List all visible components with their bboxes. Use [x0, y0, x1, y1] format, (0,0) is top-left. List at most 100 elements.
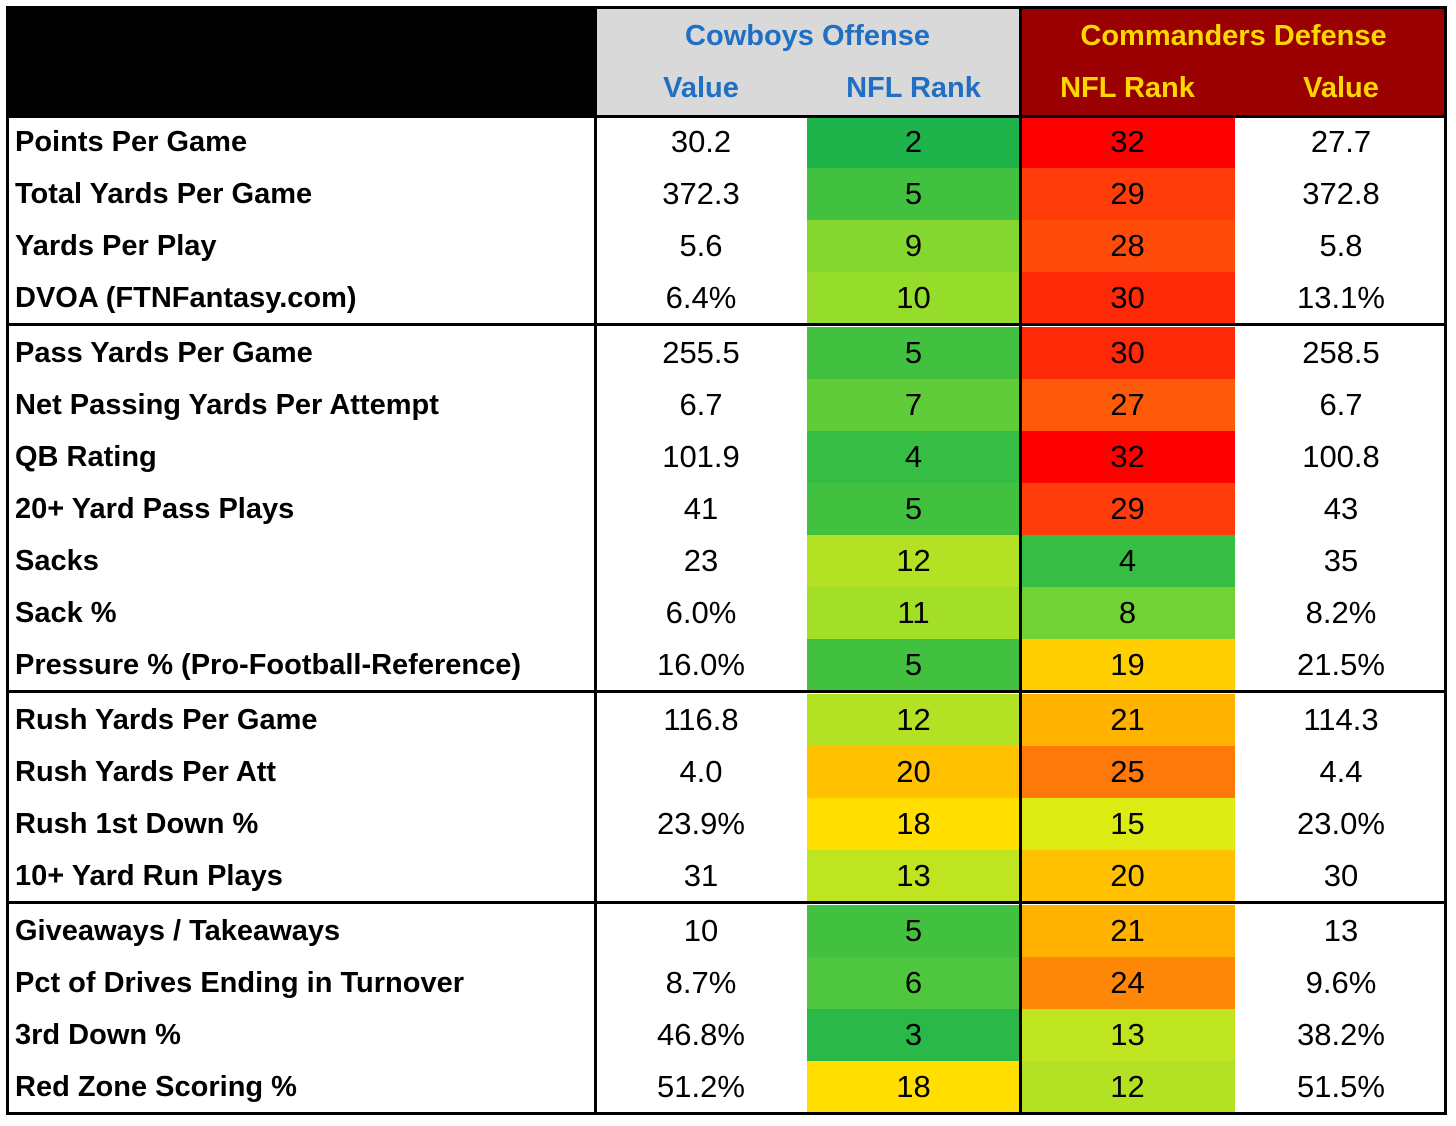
- matchup-stats-table: Cowboys Offense Value NFL Rank Commander…: [6, 6, 1447, 1117]
- commanders-value: 23.0%: [1297, 806, 1385, 841]
- stat-label: Sacks: [15, 544, 99, 577]
- cowboys-value: 255.5: [662, 335, 740, 370]
- cowboys-value: 23.9%: [657, 806, 745, 841]
- cowboys-rank: 5: [807, 905, 1020, 957]
- stat-label: Rush Yards Per Game: [15, 703, 318, 736]
- commanders-value: 21.5%: [1297, 647, 1385, 682]
- header-corner: [6, 6, 595, 116]
- cowboys-value: 41: [683, 491, 719, 526]
- stat-label: 10+ Yard Run Plays: [15, 859, 283, 892]
- commanders-rank: 30: [1020, 272, 1235, 324]
- stat-label: Giveaways / Takeaways: [15, 914, 341, 947]
- cowboys-offense-title: Cowboys Offense: [685, 19, 930, 52]
- cowboys-rank: 5: [807, 327, 1020, 379]
- cowboys-value: 46.8%: [657, 1017, 745, 1052]
- commanders-rank: 29: [1020, 483, 1235, 535]
- group-divider: [6, 1112, 1447, 1115]
- commanders-value-column-header: Value: [1303, 71, 1379, 104]
- cowboys-rank: 10: [807, 272, 1020, 324]
- cowboys-value: 8.7%: [665, 965, 737, 1000]
- commanders-value: 13: [1323, 913, 1359, 948]
- commanders-value: 5.8: [1319, 228, 1363, 263]
- cowboys-offense-header: [595, 6, 1020, 116]
- commanders-value: 372.8: [1302, 176, 1380, 211]
- cowboys-rank: 18: [807, 798, 1020, 850]
- cowboys-rank: 13: [807, 850, 1020, 902]
- cowboys-value: 4.0: [679, 754, 723, 789]
- cowboys-rank: 4: [807, 431, 1020, 483]
- stat-label: 3rd Down %: [15, 1018, 181, 1051]
- commanders-rank: 24: [1020, 957, 1235, 1009]
- commanders-value: 8.2%: [1305, 595, 1377, 630]
- commanders-rank: 20: [1020, 850, 1235, 902]
- commanders-rank: 15: [1020, 798, 1235, 850]
- commanders-value: 13.1%: [1297, 280, 1385, 315]
- cowboys-rank: 5: [807, 639, 1020, 691]
- stat-label: Pct of Drives Ending in Turnover: [15, 966, 465, 999]
- cowboys-rank: 20: [807, 746, 1020, 798]
- commanders-defense-header: [1020, 6, 1447, 116]
- column-divider: [6, 6, 9, 1115]
- stat-label: Pressure % (Pro-Football-Reference): [15, 648, 522, 681]
- stat-label: Rush Yards Per Att: [15, 755, 277, 788]
- commanders-rank: 28: [1020, 220, 1235, 272]
- group-divider: [6, 323, 1447, 326]
- group-divider: [6, 6, 1447, 9]
- commanders-rank: 32: [1020, 431, 1235, 483]
- cowboys-rank: 18: [807, 1061, 1020, 1113]
- commanders-value: 43: [1323, 491, 1359, 526]
- stat-label: Rush 1st Down %: [15, 807, 259, 840]
- commanders-rank: 32: [1020, 116, 1235, 168]
- stat-label: Pass Yards Per Game: [15, 336, 313, 369]
- cowboys-value: 372.3: [662, 176, 740, 211]
- commanders-value: 35: [1323, 543, 1359, 578]
- commanders-value: 30: [1323, 858, 1359, 893]
- stat-label: Sack %: [15, 596, 117, 629]
- commanders-rank-column-header: NFL Rank: [1060, 71, 1195, 104]
- commanders-value: 6.7: [1319, 387, 1363, 422]
- cowboys-rank: 2: [807, 116, 1020, 168]
- cowboys-value: 5.6: [679, 228, 723, 263]
- cowboys-value: 6.0%: [665, 595, 737, 630]
- cowboys-value: 23: [683, 543, 719, 578]
- commanders-value: 4.4: [1319, 754, 1363, 789]
- column-divider: [1444, 6, 1447, 1115]
- commanders-rank: 12: [1020, 1061, 1235, 1113]
- stat-label: Total Yards Per Game: [15, 177, 313, 210]
- cowboys-value: 6.4%: [665, 280, 737, 315]
- cowboys-value: 101.9: [662, 439, 740, 474]
- stat-label: 20+ Yard Pass Plays: [15, 492, 295, 525]
- cowboys-rank: 11: [807, 587, 1020, 639]
- commanders-defense-title: Commanders Defense: [1080, 19, 1387, 52]
- column-divider: [594, 6, 597, 1115]
- cowboys-rank: 7: [807, 379, 1020, 431]
- group-divider: [6, 690, 1447, 693]
- commanders-value: 114.3: [1303, 702, 1379, 737]
- commanders-rank: 27: [1020, 379, 1235, 431]
- stat-label: Points Per Game: [15, 125, 248, 158]
- cowboys-rank: 5: [807, 168, 1020, 220]
- cowboys-rank: 9: [807, 220, 1020, 272]
- stat-label: DVOA (FTNFantasy.com): [15, 281, 357, 314]
- column-divider: [1019, 6, 1022, 1115]
- commanders-value: 100.8: [1302, 439, 1380, 474]
- cowboys-value: 6.7: [679, 387, 723, 422]
- commanders-value: 27.7: [1310, 124, 1372, 159]
- commanders-value: 258.5: [1302, 335, 1380, 370]
- cowboys-rank-column-header: NFL Rank: [846, 71, 981, 104]
- stat-label: Net Passing Yards Per Attempt: [15, 388, 439, 421]
- cowboys-rank: 12: [807, 535, 1020, 587]
- cowboys-rank: 5: [807, 483, 1020, 535]
- stat-label: QB Rating: [15, 440, 157, 473]
- cowboys-rank: 12: [807, 694, 1020, 746]
- commanders-rank: 21: [1020, 694, 1235, 746]
- cowboys-value: 51.2%: [657, 1069, 745, 1104]
- commanders-rank: 21: [1020, 905, 1235, 957]
- cowboys-value: 31: [683, 858, 719, 893]
- commanders-rank: 19: [1020, 639, 1235, 691]
- cowboys-rank: 6: [807, 957, 1020, 1009]
- cowboys-rank: 3: [807, 1009, 1020, 1061]
- stat-label: Yards Per Play: [15, 229, 217, 262]
- cowboys-value: 116.8: [663, 702, 739, 737]
- commanders-rank: 25: [1020, 746, 1235, 798]
